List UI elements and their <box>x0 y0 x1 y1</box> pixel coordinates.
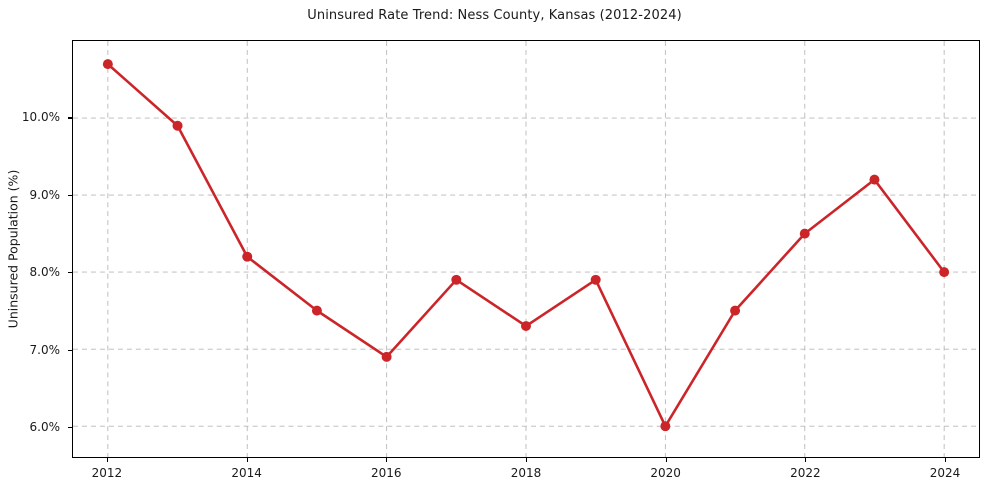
x-axis-tick-label: 2018 <box>510 466 542 480</box>
data-point-marker: 2014: 8.2% <box>242 251 253 262</box>
data-point-marker: 2013: 9.9% <box>172 120 183 131</box>
y-axis-tick-label: 8.0% <box>29 265 61 280</box>
data-point-marker: 2021: 7.5% <box>730 305 741 316</box>
data-point-marker: 2015: 7.5% <box>311 305 322 316</box>
gridlines <box>73 41 979 457</box>
x-axis-tick-label: 2020 <box>650 466 681 480</box>
x-axis-tick-label: 2016 <box>371 466 402 480</box>
data-point-marker: 2019: 7.9% <box>590 274 601 285</box>
x-axis-tick-mark <box>805 458 807 462</box>
y-axis-tick-label: 9.0% <box>29 187 61 202</box>
x-axis-tick-mark <box>526 458 528 462</box>
y-axis-tick-mark <box>68 194 72 196</box>
data-series-line: 2012: 10.7% 2013: 9.9% 2014: 8.2% 2015: 7.5… <box>102 59 950 432</box>
data-point-marker: 2016: 6.9% <box>381 351 392 362</box>
x-axis-tick-mark <box>106 458 109 462</box>
data-point-marker: 2012: 10.7% <box>102 59 113 70</box>
y-axis-tick-mark <box>68 349 72 351</box>
data-point-marker: 2023: 9.2% <box>869 174 880 185</box>
x-axis-tick-mark <box>945 458 947 462</box>
data-point-marker: 2017: 7.9% <box>451 274 462 285</box>
y-axis-tick-mark <box>68 272 72 274</box>
y-axis-tick-label: 10.0% <box>21 110 60 125</box>
plot-area: 2012: 10.7% 2013: 9.9% 2014: 8.2% 2015: 7.5… <box>72 40 980 458</box>
x-axis-tick-label: 2012 <box>91 466 123 480</box>
data-point-marker: 2022: 8.5% <box>799 228 810 239</box>
y-axis-tick-label: 7.0% <box>29 342 61 357</box>
x-axis-tick-mark <box>246 458 248 462</box>
x-axis-tick-label: 2014 <box>231 466 262 480</box>
y-axis-tick-label: 6.0% <box>29 420 61 435</box>
data-point-marker: 2020: 6% <box>660 421 671 432</box>
chart-title: Uninsured Rate Trend: Ness County, Kansa… <box>307 8 682 23</box>
y-axis-tick-mark <box>68 117 72 119</box>
data-point-marker: 2018: 7.3% <box>521 321 531 332</box>
x-axis-tick-label: 2022 <box>790 466 821 480</box>
series-line <box>106 62 946 428</box>
x-axis-tick-label: 2024 <box>929 466 961 480</box>
x-axis-tick-mark <box>665 458 667 462</box>
data-point-marker: 2024: 8% <box>939 267 950 278</box>
x-axis-tick-mark <box>386 458 388 462</box>
y-axis-tick-mark <box>68 427 72 429</box>
